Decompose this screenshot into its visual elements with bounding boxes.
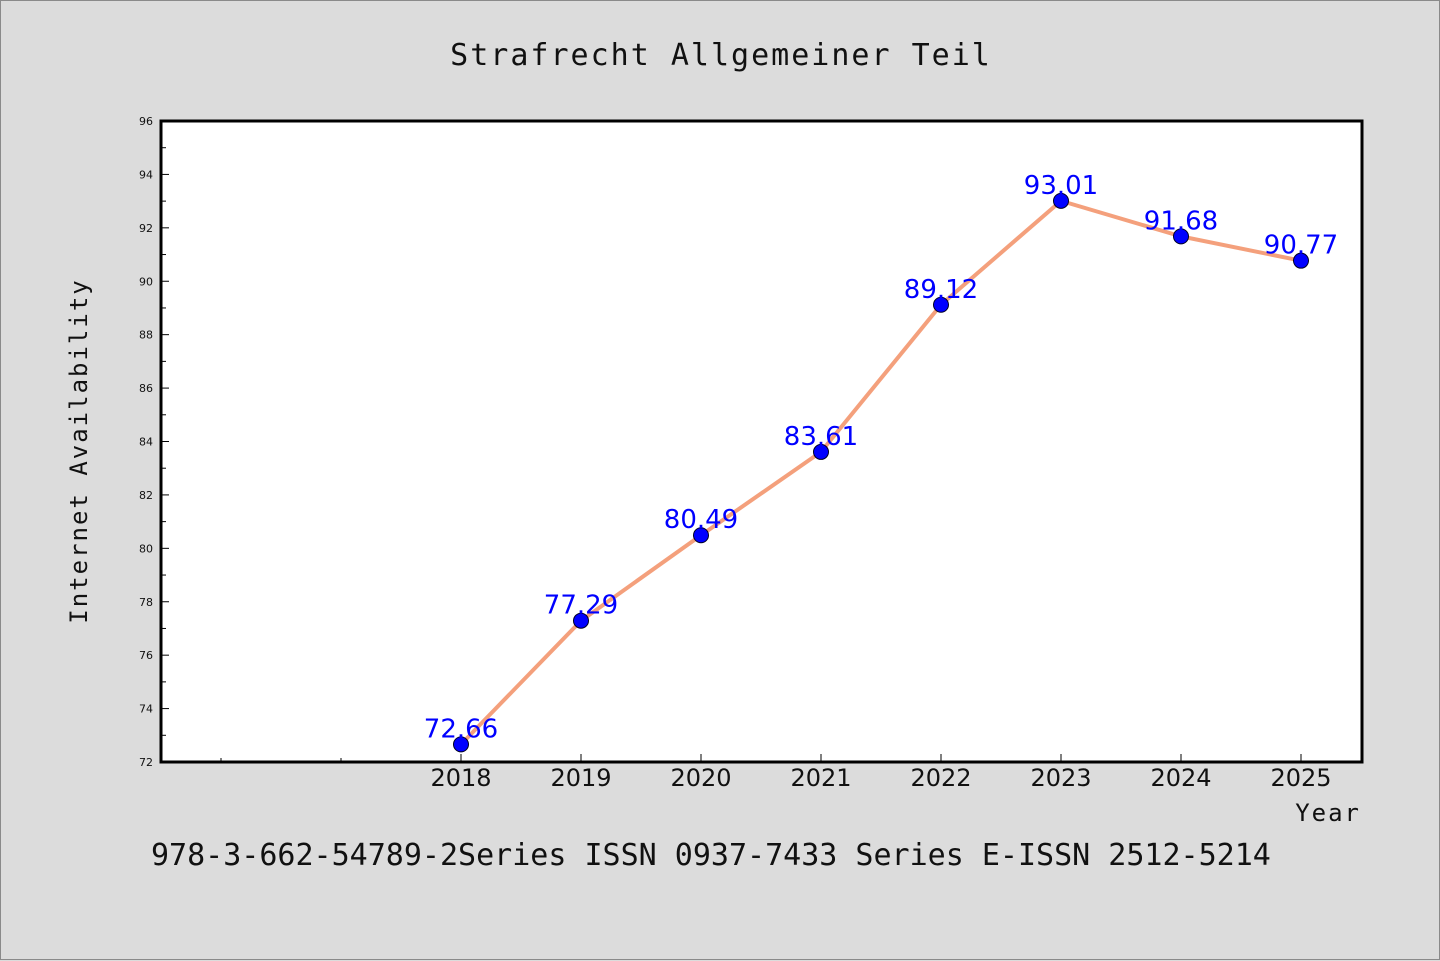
data-point [813, 443, 829, 460]
series-line [459, 198, 1302, 746]
data-label: 83.61 [784, 422, 858, 452]
data-point [1053, 192, 1069, 209]
y-tick-label: 86 [139, 382, 153, 395]
data-point [1173, 228, 1189, 245]
y-tick-label: 88 [139, 329, 153, 342]
footer-isbn-text: 978-3-662-54789-2Series ISSN 0937-7433 S… [151, 838, 1271, 873]
x-tick-label: 2022 [910, 764, 971, 792]
data-point [453, 736, 469, 753]
series-group: 72.66 77.29 80.49 83.61 89.12 93.01 91.68 90.77 [424, 171, 1338, 753]
y-tick-label: 90 [139, 275, 153, 288]
data-point [573, 612, 589, 629]
data-label: 77.29 [544, 591, 618, 621]
y-tick-label: 74 [139, 703, 153, 716]
y-tick-label: 92 [139, 222, 153, 235]
x-tick-label: 2024 [1150, 764, 1211, 792]
y-tick-label: 82 [139, 489, 153, 502]
y-tick-label: 76 [139, 649, 153, 662]
data-label: 93.01 [1024, 171, 1098, 201]
data-label: 72.66 [424, 714, 498, 744]
data-label: 80.49 [664, 505, 738, 535]
x-axis-label: Year [1295, 799, 1361, 827]
plot-area [159, 119, 1364, 764]
x-tick-label: 2018 [430, 764, 491, 792]
y-axis: 72 74 76 78 80 82 84 86 88 90 92 94 96 [139, 115, 169, 769]
data-point [933, 296, 949, 313]
y-tick-label: 80 [139, 542, 153, 555]
x-tick-label: 2020 [670, 764, 731, 792]
y-tick-label: 78 [139, 596, 153, 609]
y-tick-label: 84 [139, 436, 153, 449]
data-label: 90.77 [1264, 231, 1338, 261]
chart-title: Strafrecht Allgemeiner Teil [450, 38, 992, 73]
x-tick-label: 2019 [550, 764, 611, 792]
x-tick-label: 2025 [1270, 764, 1331, 792]
x-tick-label: 2021 [790, 764, 851, 792]
data-label: 91.68 [1144, 206, 1218, 236]
y-axis-label: Internet Availability [65, 278, 93, 623]
data-point [693, 527, 709, 544]
x-axis: 2018 2019 2020 2021 2022 2023 2024 2025 [220, 754, 1332, 792]
y-tick-label: 94 [139, 168, 153, 181]
data-point [1293, 252, 1309, 269]
y-tick-label: 96 [139, 115, 153, 128]
y-tick-label: 72 [139, 756, 153, 769]
data-label: 89.12 [904, 275, 978, 305]
x-tick-label: 2023 [1030, 764, 1091, 792]
